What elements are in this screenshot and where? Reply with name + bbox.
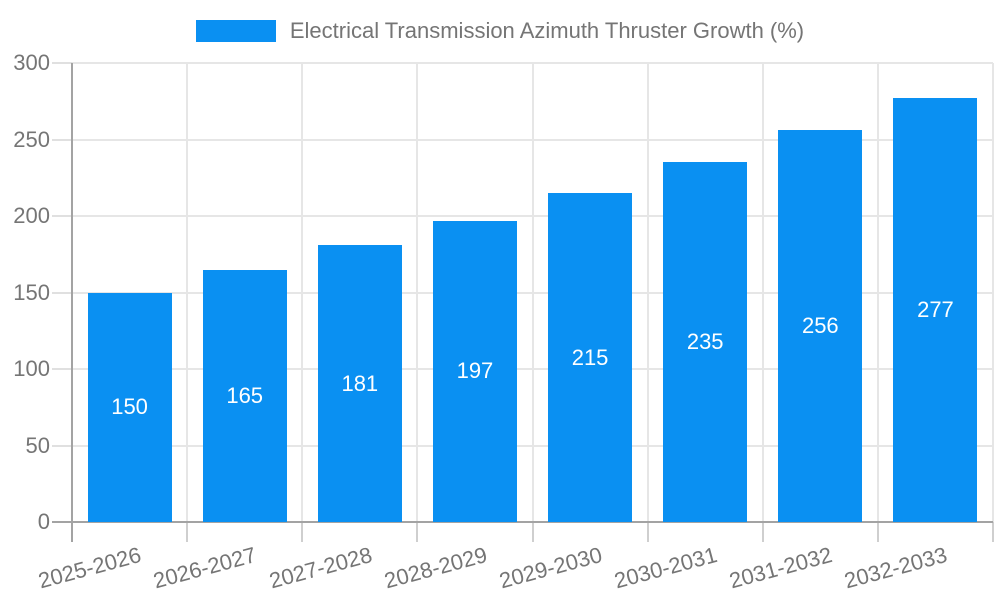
x-axis-tick: [416, 522, 419, 542]
x-axis-tick: [876, 522, 879, 542]
y-axis-tick-label: 250: [13, 126, 50, 152]
y-axis-tick-label: 50: [25, 432, 50, 458]
y-axis-tick-label: 300: [13, 50, 50, 75]
gridline-horizontal: [72, 215, 993, 217]
legend-swatch: [195, 20, 276, 42]
bar-value-label: 150: [111, 394, 148, 420]
legend-label: Electrical Transmission Azimuth Thruster…: [289, 18, 805, 43]
gridline-horizontal: [72, 444, 993, 447]
bar-value-label: 215: [571, 344, 609, 370]
bar-2032-2033: [893, 98, 978, 522]
x-axis-tick-label: 2032-2033: [841, 542, 950, 594]
gridline-vertical: [992, 63, 994, 522]
x-axis-tick-label: 2029-2030: [496, 542, 605, 594]
bar-value-label: 277: [917, 297, 954, 323]
x-axis-tick-label: 2028-2029: [381, 542, 490, 594]
x-axis-tick: [531, 522, 534, 542]
bar-value-label: 181: [341, 370, 379, 396]
bar-value-label: 235: [686, 329, 724, 355]
x-axis-line: [52, 521, 993, 523]
x-axis-tick: [301, 522, 304, 542]
chart-legend[interactable]: Electrical Transmission Azimuth Thruster…: [0, 18, 1000, 44]
x-axis-tick: [761, 522, 764, 542]
x-axis-tick-label: 2026-2027: [151, 542, 260, 594]
y-axis-tick: [52, 368, 72, 370]
y-axis-tick: [52, 444, 72, 447]
gridline-horizontal: [72, 368, 993, 370]
y-axis-tick-label: 100: [13, 356, 50, 381]
gridline-horizontal: [72, 138, 993, 141]
bar-2026-2027: [202, 269, 287, 522]
bar-2027-2028: [317, 245, 402, 522]
y-axis-tick-label: 150: [13, 279, 50, 305]
x-axis-tick: [186, 522, 189, 542]
y-axis-tick: [52, 138, 72, 141]
x-axis-tick: [646, 522, 649, 542]
x-axis-tick: [992, 522, 994, 542]
y-axis-tick-label: 0: [37, 509, 50, 534]
y-axis-tick-label: 200: [13, 203, 50, 228]
gridline-horizontal: [72, 62, 993, 64]
bar-value-label: 165: [226, 382, 264, 408]
x-axis-tick-label: 2031-2032: [726, 542, 835, 594]
y-axis-tick: [52, 291, 72, 294]
bar-2030-2031: [663, 162, 748, 522]
x-axis-tick-label: 2027-2028: [266, 542, 375, 594]
bar-2031-2032: [778, 130, 863, 522]
bar-value-label: 256: [801, 313, 839, 339]
gridline-horizontal: [72, 291, 993, 294]
bar-value-label: 197: [456, 358, 494, 384]
y-axis-tick: [52, 62, 72, 64]
bar-2025-2026: [87, 292, 172, 522]
bar-2028-2029: [432, 220, 517, 522]
x-axis-tick-label: 2025-2026: [35, 542, 145, 594]
bar-2029-2030: [548, 193, 633, 522]
x-axis-tick-label: 2030-2031: [611, 542, 720, 594]
y-axis-tick: [52, 215, 72, 217]
y-axis-line: [71, 63, 73, 542]
